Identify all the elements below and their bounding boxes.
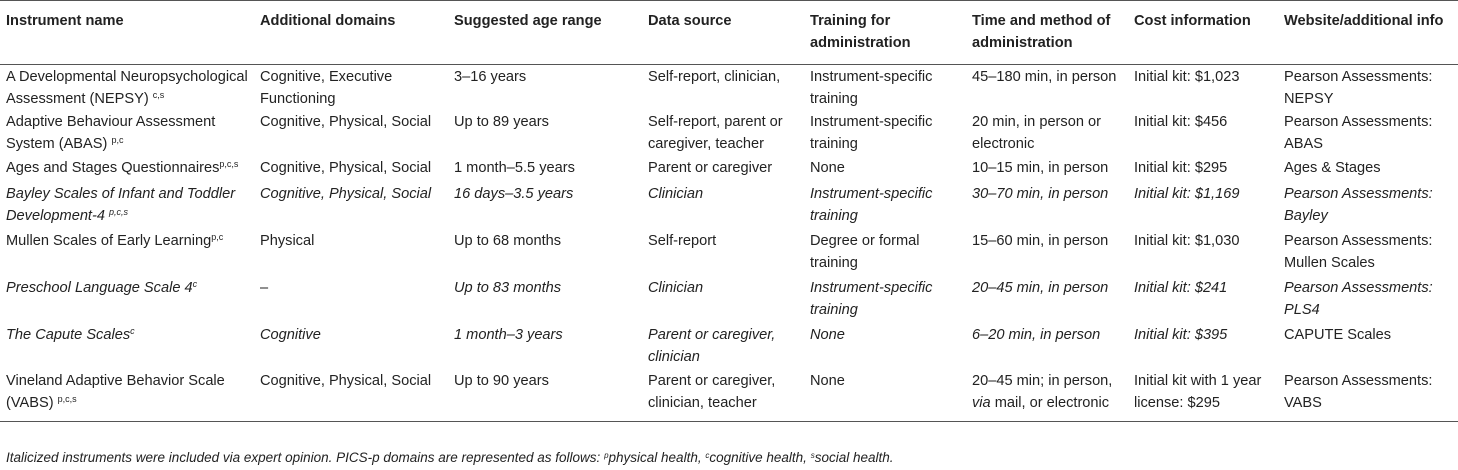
cell-source: Self-report <box>648 233 717 249</box>
cell-website: Pearson Assessments: VABS <box>1278 369 1458 422</box>
cell-domains: Cognitive, Physical, Social <box>260 186 432 202</box>
header-age-range: Suggested age range <box>448 0 642 65</box>
cell-training: Instrument-specific training <box>810 69 933 107</box>
cell-training: None <box>810 327 845 343</box>
cell-instrument-name: Vineland Adaptive Behavior Scale (VABS) … <box>0 369 254 422</box>
cell-instrument-name: Adaptive Behaviour Assessment System (AB… <box>6 114 216 152</box>
domain-superscript: p,c,s <box>219 159 239 169</box>
table-row: Preschool Language Scale 4c – Up to 83 m… <box>0 276 1458 323</box>
cell-website: CAPUTE Scales <box>1284 327 1392 343</box>
header-additional-domains: Additional domains <box>254 0 448 65</box>
domain-superscript: c <box>130 326 135 336</box>
cell-time: 45–180 min, in person <box>972 69 1117 85</box>
cell-source: Self-report, clinician, <box>648 69 781 85</box>
cell-cost: Initial kit: $1,169 <box>1134 186 1240 202</box>
cell-cost: Initial kit: $241 <box>1134 280 1228 296</box>
cell-source: Parent or caregiver, clinician <box>648 327 776 365</box>
header-cost: Cost information <box>1128 0 1278 65</box>
domain-superscript: p,c <box>211 232 224 242</box>
cell-age: Up to 68 months <box>454 233 562 249</box>
cell-source: Self-report, parent or caregiver, teache… <box>648 114 783 152</box>
cell-cost: Initial kit: $295 <box>1134 160 1228 176</box>
cell-time: 6–20 min, in person <box>972 327 1101 343</box>
cell-source: Clinician <box>648 186 704 202</box>
cell-domains: Cognitive <box>260 327 321 343</box>
cell-time: 30–70 min, in person <box>972 186 1109 202</box>
cell-domains: Cognitive, Physical, Social <box>260 114 432 130</box>
header-time-method: Time and method of administration <box>966 0 1128 65</box>
cell-age: 1 month–3 years <box>454 327 563 343</box>
table-row: Vineland Adaptive Behavior Scale (VABS) … <box>0 369 1458 422</box>
cell-website: Ages & Stages <box>1284 160 1381 176</box>
domain-superscript: p,c <box>111 135 124 145</box>
table-row: Mullen Scales of Early Learningp,c Physi… <box>0 229 1458 276</box>
cell-cost: Initial kit with 1 year license: $295 <box>1128 369 1278 422</box>
cell-age: 3–16 years <box>454 69 527 85</box>
cell-instrument-name: Bayley Scales of Infant and Toddler Deve… <box>6 186 236 224</box>
cell-time: 20 min, in person or electronic <box>972 114 1101 152</box>
cell-source: Parent or caregiver <box>648 160 773 176</box>
domain-superscript: c <box>192 279 198 289</box>
cell-instrument-name: The Capute Scalesc <box>6 326 135 344</box>
cell-age: Up to 90 years <box>448 369 642 422</box>
cell-instrument-name: Ages and Stages Questionnairesp,c,s <box>6 159 239 177</box>
header-website: Website/additional info <box>1278 0 1458 65</box>
cell-training: None <box>810 160 845 176</box>
cell-domains: – <box>260 280 269 296</box>
table-row: Bayley Scales of Infant and Toddler Deve… <box>0 182 1458 229</box>
cell-time: 20–45 min; in person, via mail, or elect… <box>966 369 1128 422</box>
cell-domains: Cognitive, Executive Functioning <box>260 69 393 107</box>
cell-cost: Initial kit: $395 <box>1134 327 1228 343</box>
cell-instrument-name: A Developmental Neuropsychological Asses… <box>6 69 248 107</box>
cell-age: 16 days–3.5 years <box>454 186 574 202</box>
cell-source: Parent or caregiver, clinician, teacher <box>642 369 804 422</box>
cell-time: 20–45 min, in person <box>972 280 1109 296</box>
cell-age: Up to 83 months <box>454 280 562 296</box>
domain-superscript: c,s <box>152 90 165 100</box>
cell-time: 10–15 min, in person <box>972 160 1109 176</box>
cell-cost: Initial kit: $1,023 <box>1134 69 1240 85</box>
header-training: Training for administration <box>804 0 966 65</box>
table-row: Adaptive Behaviour Assessment System (AB… <box>0 110 1458 156</box>
cell-time: 15–60 min, in person <box>972 233 1109 249</box>
domain-superscript: p,c,s <box>109 207 129 217</box>
header-instrument-name: Instrument name <box>0 0 254 65</box>
header-data-source: Data source <box>642 0 804 65</box>
cell-domains: Cognitive, Physical, Social <box>254 369 448 422</box>
cell-domains: Physical <box>260 233 315 249</box>
cell-source: Clinician <box>648 280 704 296</box>
cell-website: Pearson Assessments: Bayley <box>1284 186 1433 224</box>
cell-training: Instrument-specific training <box>810 114 933 152</box>
table-footnote: Italicized instruments were included via… <box>6 450 894 465</box>
cell-training: Instrument-specific training <box>810 280 933 318</box>
cell-website: Pearson Assessments: NEPSY <box>1284 69 1433 107</box>
cell-cost: Initial kit: $456 <box>1134 114 1228 130</box>
cell-instrument-name: Mullen Scales of Early Learningp,c <box>6 232 224 250</box>
instruments-table: Instrument name Additional domains Sugge… <box>0 0 1458 422</box>
table-row: The Capute Scalesc Cognitive 1 month–3 y… <box>0 323 1458 369</box>
cell-training: Instrument-specific training <box>810 186 933 224</box>
cell-cost: Initial kit: $1,030 <box>1134 233 1240 249</box>
table-row: A Developmental Neuropsychological Asses… <box>0 65 1458 111</box>
cell-instrument-name: Preschool Language Scale 4c <box>6 279 198 297</box>
cell-website: Pearson Assessments: Mullen Scales <box>1284 233 1433 271</box>
table-row: Ages and Stages Questionnairesp,c,s Cogn… <box>0 156 1458 182</box>
cell-training: Degree or formal training <box>810 233 920 271</box>
cell-website: Pearson Assessments: PLS4 <box>1284 280 1433 318</box>
cell-website: Pearson Assessments: ABAS <box>1284 114 1433 152</box>
cell-age: 1 month–5.5 years <box>454 160 575 176</box>
header-row: Instrument name Additional domains Sugge… <box>0 0 1458 65</box>
domain-superscript: p,c,s <box>57 394 77 404</box>
cell-age: Up to 89 years <box>454 114 549 130</box>
cell-domains: Cognitive, Physical, Social <box>260 160 432 176</box>
cell-training: None <box>804 369 966 422</box>
